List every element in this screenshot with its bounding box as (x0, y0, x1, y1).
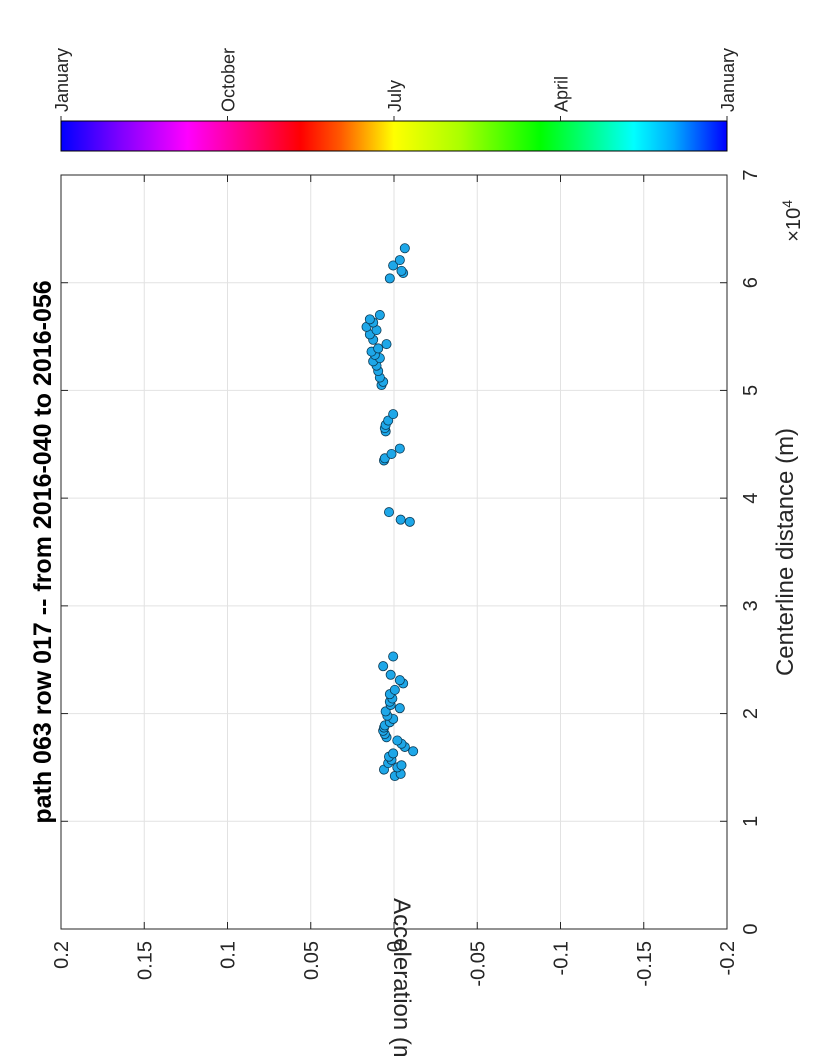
colorbar-tick-label: April (552, 76, 572, 112)
data-point (384, 507, 395, 518)
y-axis-label: Acceleration (m/d2) (388, 898, 416, 1056)
x-tick-label: 2 (740, 708, 762, 719)
data-point (392, 735, 403, 746)
data-point (388, 748, 399, 759)
data-points (361, 243, 419, 782)
x-axis-multiplier-base: ×10 (783, 208, 805, 242)
data-point (388, 260, 399, 271)
y-tick-label: -0.15 (634, 941, 656, 987)
y-tick-label: 0.05 (301, 941, 323, 980)
y-tick-label: 0.1 (218, 941, 240, 969)
data-point (394, 443, 405, 454)
data-point (386, 448, 397, 459)
y-tick-label: 0 (384, 941, 406, 952)
colorbar: January October July April January (52, 48, 738, 152)
y-tick-label: 0.15 (134, 941, 156, 980)
x-axis-label: Centerline distance (m) (772, 428, 799, 676)
axis-ticks: 0 1 2 3 4 5 6 7 0.2 0.15 0.1 0.05 0 -0.05 -0.1 -0.15 -0.… (51, 169, 762, 986)
y-axis-label-main: Acceleration (m/d (388, 898, 415, 1056)
data-point (394, 703, 405, 714)
x-tick-label: 0 (740, 923, 762, 934)
colorbar-tick-label: October (219, 48, 239, 112)
x-tick-label: 4 (740, 493, 762, 504)
y-tick-label: -0.2 (717, 941, 739, 975)
y-tick-label: -0.05 (467, 941, 489, 987)
data-point (399, 243, 410, 254)
data-point (396, 265, 407, 276)
x-tick-label: 7 (740, 169, 762, 180)
data-point (394, 675, 405, 686)
data-point (395, 514, 406, 525)
data-point (384, 273, 395, 284)
data-point (378, 661, 389, 672)
data-point (389, 684, 400, 695)
data-point (381, 339, 392, 350)
x-tick-label: 1 (740, 816, 762, 827)
data-point (396, 760, 407, 771)
data-point (388, 651, 399, 662)
y-tick-label: 0.2 (51, 941, 73, 969)
x-tick-label: 6 (740, 277, 762, 288)
colorbar-gradient (60, 120, 728, 152)
x-axis-multiplier-exp: 4 (779, 200, 795, 208)
x-axis-multiplier: ×104 (779, 200, 805, 242)
colorbar-tick-label: January (52, 48, 72, 112)
x-tick-label: 5 (740, 385, 762, 396)
data-point (394, 255, 405, 266)
data-point (408, 746, 419, 757)
data-point (388, 409, 399, 420)
colorbar-tick-label: July (385, 80, 405, 112)
colorbar-tick-label: January (718, 48, 738, 112)
y-tick-label: -0.1 (551, 941, 573, 975)
x-tick-label: 3 (740, 600, 762, 611)
data-point (404, 516, 415, 527)
data-point (373, 343, 384, 354)
data-point (364, 314, 375, 325)
chart-title: path 063 row 017 -- from 2016-040 to 201… (29, 280, 57, 823)
data-point (374, 310, 385, 321)
data-point (385, 669, 396, 680)
